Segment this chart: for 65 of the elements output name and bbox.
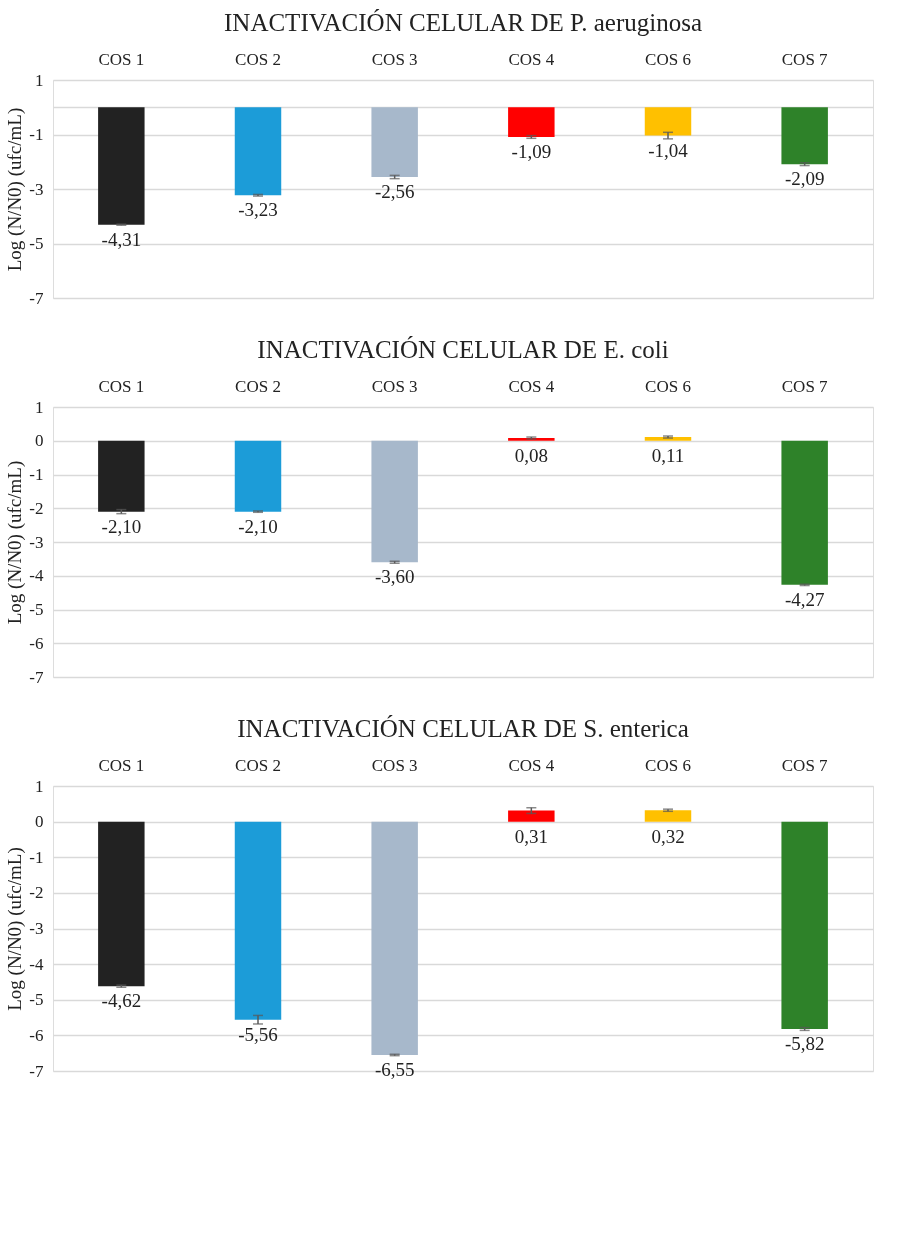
x-tick-label: COS 1 xyxy=(98,755,145,775)
y-tick-label: -3 xyxy=(29,919,44,938)
data-label: 0,31 xyxy=(514,825,548,847)
data-label: -2,10 xyxy=(101,515,142,537)
data-label: -4,27 xyxy=(784,588,825,610)
y-tick-label: 1 xyxy=(35,70,44,90)
data-label: -5,82 xyxy=(784,1032,825,1054)
x-tick-label: COS 1 xyxy=(98,376,145,396)
y-tick-label: -1 xyxy=(29,847,44,867)
x-tick-label: COS 6 xyxy=(645,755,691,775)
x-tick-label: COS 4 xyxy=(508,755,555,775)
x-tick-label: COS 3 xyxy=(371,49,418,69)
data-label: -5,56 xyxy=(238,1023,278,1045)
data-label: -3,60 xyxy=(374,566,415,588)
x-tick-label: COS 7 xyxy=(781,49,829,69)
x-tick-label: COS 7 xyxy=(781,755,829,775)
chart-title: INACTIVACIÓN CELULAR DE P. aeruginosa xyxy=(224,9,702,36)
y-tick-label: -5 xyxy=(29,990,44,1010)
x-tick-label: COS 6 xyxy=(645,376,691,396)
y-tick-label: 1 xyxy=(35,397,44,417)
y-tick-label: -7 xyxy=(29,1061,44,1081)
y-tick-label: -2 xyxy=(29,883,44,903)
y-tick-label: 0 xyxy=(35,431,44,451)
y-tick-label: -7 xyxy=(29,667,44,687)
x-tick-label: COS 7 xyxy=(781,376,829,396)
y-tick-label: -5 xyxy=(29,234,44,253)
chart-title: INACTIVACIÓN CELULAR DE E. coli xyxy=(257,336,669,363)
data-label: -3,23 xyxy=(238,199,278,221)
y-tick-label: -3 xyxy=(29,532,44,552)
y-tick-label: 1 xyxy=(35,776,44,796)
data-label: -4,62 xyxy=(101,990,142,1012)
x-tick-label: COS 2 xyxy=(235,755,281,775)
y-axis-title: Log (N/N0) (ufc/mL) xyxy=(4,107,27,272)
data-label: -2,10 xyxy=(238,515,278,537)
x-tick-label: COS 4 xyxy=(508,49,555,69)
y-tick-label: 0 xyxy=(35,812,44,832)
y-tick-label: -6 xyxy=(29,1025,44,1045)
x-tick-label: COS 4 xyxy=(508,376,555,396)
y-tick-label: -3 xyxy=(29,179,44,199)
x-tick-label: COS 3 xyxy=(371,376,418,396)
y-axis-title: Log (N/N0) (ufc/mL) xyxy=(4,847,27,1011)
x-tick-label: COS 3 xyxy=(371,755,418,775)
y-tick-label: -1 xyxy=(29,465,44,484)
x-tick-label: COS 2 xyxy=(235,376,281,396)
data-label: -6,55 xyxy=(374,1058,415,1080)
data-label: -2,56 xyxy=(374,181,415,203)
chart-title: INACTIVACIÓN CELULAR DE S. enterica xyxy=(237,715,689,742)
data-label: -2,09 xyxy=(784,168,825,190)
data-label: 0,32 xyxy=(651,825,685,847)
x-tick-label: COS 2 xyxy=(235,49,281,69)
y-tick-label: -4 xyxy=(29,954,44,974)
data-label: -1,09 xyxy=(511,140,552,162)
x-tick-label: COS 1 xyxy=(98,49,145,69)
y-tick-label: -2 xyxy=(29,498,44,518)
data-label: -4,31 xyxy=(101,228,142,250)
x-tick-label: COS 6 xyxy=(645,49,691,69)
y-tick-label: -1 xyxy=(29,125,44,144)
data-label: 0,11 xyxy=(651,444,685,466)
y-tick-label: -6 xyxy=(29,633,44,653)
y-tick-label: -4 xyxy=(29,566,44,586)
y-axis-title: Log (N/N0) (ufc/mL) xyxy=(4,460,27,625)
y-tick-label: -5 xyxy=(29,600,44,619)
y-tick-label: -7 xyxy=(29,288,44,308)
data-label: 0,08 xyxy=(514,444,548,466)
data-label: -1,04 xyxy=(648,139,689,161)
